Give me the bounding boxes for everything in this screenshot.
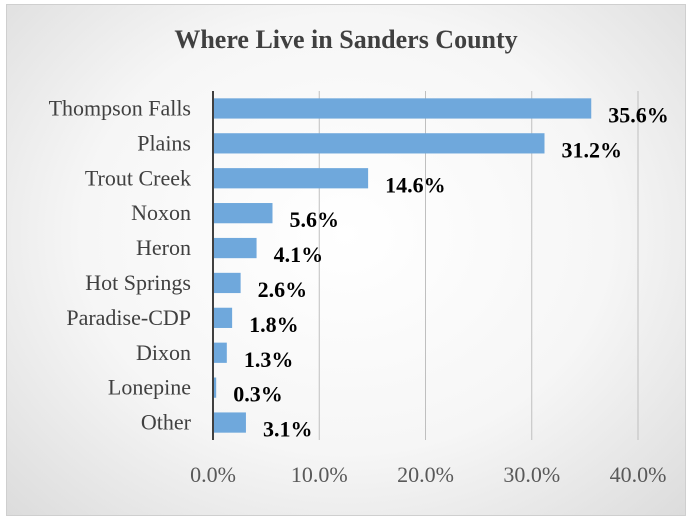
category-label: Heron [136,235,191,260]
tick-label: 30.0% [503,462,560,487]
bar [213,133,545,154]
tick-label: 10.0% [291,462,348,487]
bars [213,98,592,433]
tick-labels: 0.0% 10.0% 20.0% 30.0% 40.0% [190,462,666,487]
tick-label: 40.0% [610,462,667,487]
bar [213,98,592,119]
category-label: Dixon [136,340,191,365]
data-label: 5.6% [290,207,340,232]
category-label: Hot Springs [85,270,191,295]
tick-label: 0.0% [190,462,236,487]
bar [213,377,217,398]
bar [213,168,369,189]
chart-title: Where Live in Sanders County [174,25,518,54]
bar [213,237,257,259]
category-label: Thompson Falls [49,95,191,120]
bar [213,272,241,294]
data-labels: 35.6% 31.2% 14.6% 5.6% 4.1% 2.6% 1.8% 1.3% 0.3% 3… [233,102,669,441]
category-labels: Thompson Falls Plains Trout Creek Noxon Hero… [49,95,192,434]
data-label: 31.2% [562,137,623,162]
data-label: 14.6% [385,172,446,197]
data-label: 35.6% [608,102,669,127]
data-label: 0.3% [233,382,283,407]
category-label: Noxon [131,200,191,225]
category-label: Trout Creek [85,165,191,190]
data-label: 1.8% [249,312,299,337]
data-label: 3.1% [263,417,313,442]
category-label: Plains [137,130,191,155]
bar [213,203,273,224]
data-label: 1.3% [244,347,294,372]
bar [213,342,227,363]
data-label: 2.6% [258,277,308,302]
bar [213,307,233,328]
category-label: Other [141,410,192,435]
category-label: Paradise-CDP [66,305,191,330]
tick-label: 20.0% [397,462,454,487]
bar [213,412,246,433]
data-label: 4.1% [274,242,324,267]
category-label: Lonepine [108,375,191,400]
chart-frame: Where Live in Sanders County [6,4,686,516]
